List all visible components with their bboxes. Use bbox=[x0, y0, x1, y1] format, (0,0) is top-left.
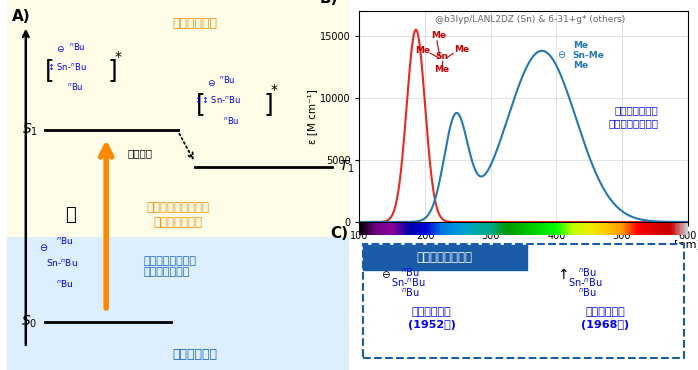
Text: ⊖: ⊖ bbox=[39, 243, 47, 253]
Text: (1968～): (1968～) bbox=[581, 320, 630, 330]
Text: Sn-$^n$Bu: Sn-$^n$Bu bbox=[568, 277, 603, 289]
Text: *: * bbox=[270, 83, 277, 97]
FancyBboxPatch shape bbox=[363, 245, 527, 270]
Text: スズラジカル: スズラジカル bbox=[586, 306, 625, 317]
Text: [: [ bbox=[45, 58, 55, 82]
Text: $^n$Bu: $^n$Bu bbox=[57, 278, 74, 289]
Text: スズアニオン: スズアニオン bbox=[412, 306, 452, 317]
Text: A): A) bbox=[12, 9, 31, 24]
Text: スズ「ジラジカル」
：新しい化学種: スズ「ジラジカル」 ：新しい化学種 bbox=[147, 201, 209, 229]
Text: $^n$Bu: $^n$Bu bbox=[57, 235, 74, 246]
Text: ↕ Sn-$^n$Bu: ↕ Sn-$^n$Bu bbox=[47, 61, 87, 72]
Text: C): C) bbox=[330, 226, 348, 241]
Text: スズ「アニオン」
：従来の化学種: スズ「アニオン」 ：従来の化学種 bbox=[144, 256, 197, 277]
Text: B): B) bbox=[320, 0, 339, 6]
Text: (1952～): (1952～) bbox=[408, 320, 456, 330]
Text: ]: ] bbox=[264, 92, 273, 115]
Text: $^n$Bu: $^n$Bu bbox=[67, 81, 84, 92]
Text: ＜基底状態＞: ＜基底状態＞ bbox=[172, 348, 218, 361]
Text: Sn-Me: Sn-Me bbox=[572, 51, 604, 60]
Text: ⊖: ⊖ bbox=[57, 46, 64, 54]
Text: $S_1$: $S_1$ bbox=[22, 121, 38, 138]
Text: Sn-$^n$Bu: Sn-$^n$Bu bbox=[392, 277, 426, 289]
Text: Me: Me bbox=[573, 61, 588, 70]
Text: 従来のスズ化学種: 従来のスズ化学種 bbox=[417, 251, 473, 264]
Text: @b3lyp/LANL2DZ (Sn) & 6-31+g* (others): @b3lyp/LANL2DZ (Sn) & 6-31+g* (others) bbox=[435, 15, 625, 24]
Text: [: [ bbox=[195, 92, 205, 115]
Text: Sn: Sn bbox=[436, 53, 449, 61]
Bar bbox=[7, 0, 349, 237]
Y-axis label: ε [M cm⁻¹]: ε [M cm⁻¹] bbox=[307, 89, 317, 144]
Text: ↑: ↑ bbox=[557, 268, 569, 282]
Text: スズアニオンは
青色光を吸収可能: スズアニオンは 青色光を吸収可能 bbox=[608, 105, 658, 128]
Text: $^n$Bu: $^n$Bu bbox=[578, 266, 597, 279]
Text: ⊖: ⊖ bbox=[381, 270, 390, 280]
Text: Me: Me bbox=[435, 65, 450, 74]
Text: ＜励起状態＞: ＜励起状態＞ bbox=[172, 17, 218, 30]
Text: $^n$Bu: $^n$Bu bbox=[69, 41, 85, 52]
Text: Me: Me bbox=[415, 46, 431, 55]
Text: ]: ] bbox=[108, 58, 118, 82]
Text: ⊖: ⊖ bbox=[207, 79, 214, 88]
Text: ↕↕ Sn-$^n$Bu: ↕↕ Sn-$^n$Bu bbox=[194, 94, 241, 105]
Text: Me: Me bbox=[454, 45, 469, 54]
Text: $S_0$: $S_0$ bbox=[22, 314, 38, 330]
X-axis label: [nm]: [nm] bbox=[674, 239, 698, 249]
Text: Sn-$^n$Bu: Sn-$^n$Bu bbox=[45, 257, 77, 268]
FancyBboxPatch shape bbox=[363, 244, 684, 358]
Text: $^n$Bu: $^n$Bu bbox=[401, 266, 419, 279]
Text: Me: Me bbox=[573, 41, 588, 50]
Text: 項間交差: 項間交差 bbox=[128, 148, 153, 159]
Text: $T_1$: $T_1$ bbox=[339, 158, 355, 175]
Text: *: * bbox=[114, 50, 121, 64]
Text: ⊖: ⊖ bbox=[558, 50, 565, 60]
Text: $^n$Bu: $^n$Bu bbox=[401, 287, 419, 299]
Text: $^n$Bu: $^n$Bu bbox=[219, 74, 236, 85]
Text: $^n$Bu: $^n$Bu bbox=[223, 115, 239, 126]
Text: Me: Me bbox=[431, 31, 446, 40]
Bar bbox=[7, 237, 349, 370]
Text: $^n$Bu: $^n$Bu bbox=[578, 287, 597, 299]
Text: 💡: 💡 bbox=[65, 206, 75, 223]
